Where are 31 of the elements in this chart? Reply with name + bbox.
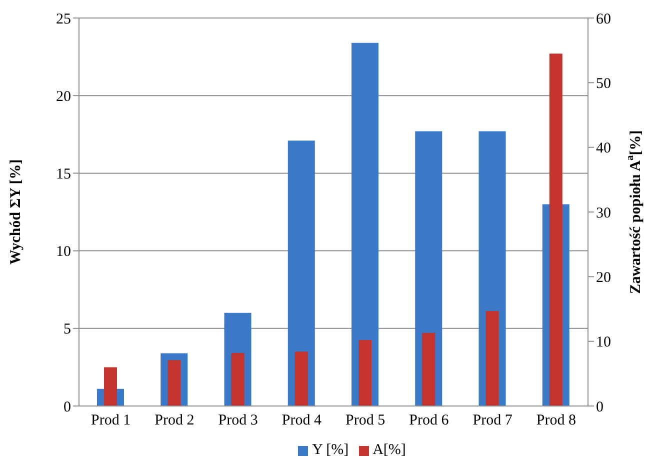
y2-tick-label: 40 — [596, 140, 611, 157]
x-tick-label: Prod 7 — [472, 412, 513, 429]
x-tick-label: Prod 5 — [346, 412, 386, 429]
y-tick-label: 20 — [56, 88, 71, 105]
bar — [352, 42, 378, 406]
y2-tick-label: 0 — [596, 399, 604, 416]
y2-tick-label: 20 — [596, 270, 611, 286]
x-tick-label: Prod 3 — [218, 412, 258, 429]
y-axis-title: Wychód ΣY [%] — [8, 159, 24, 265]
x-tick-label: Prod 1 — [91, 412, 131, 429]
bar — [422, 332, 436, 406]
y-tick-label: 5 — [64, 322, 71, 338]
bar — [358, 340, 372, 406]
y2-tick-label: 10 — [596, 334, 611, 351]
y2-tick-label: 30 — [596, 205, 611, 222]
y2-tick-label: 50 — [596, 76, 611, 92]
y-tick-label: 10 — [56, 244, 71, 260]
y2-tick-label: 60 — [596, 11, 611, 28]
x-tick-label: Prod 2 — [154, 412, 194, 429]
bar — [288, 140, 315, 406]
x-tick-label: Prod 8 — [536, 412, 576, 429]
legend-label: Y [%] — [312, 442, 349, 458]
y-tick-label: 0 — [64, 399, 71, 416]
bar — [486, 310, 499, 406]
x-tick-label: Prod 4 — [282, 412, 322, 429]
x-tick-label: Prod 6 — [409, 412, 450, 429]
y-tick-label: 15 — [56, 166, 71, 183]
bar — [294, 352, 308, 406]
legend-label: A[%] — [372, 442, 406, 458]
bar — [231, 352, 244, 406]
y-tick-label: 25 — [56, 11, 71, 28]
